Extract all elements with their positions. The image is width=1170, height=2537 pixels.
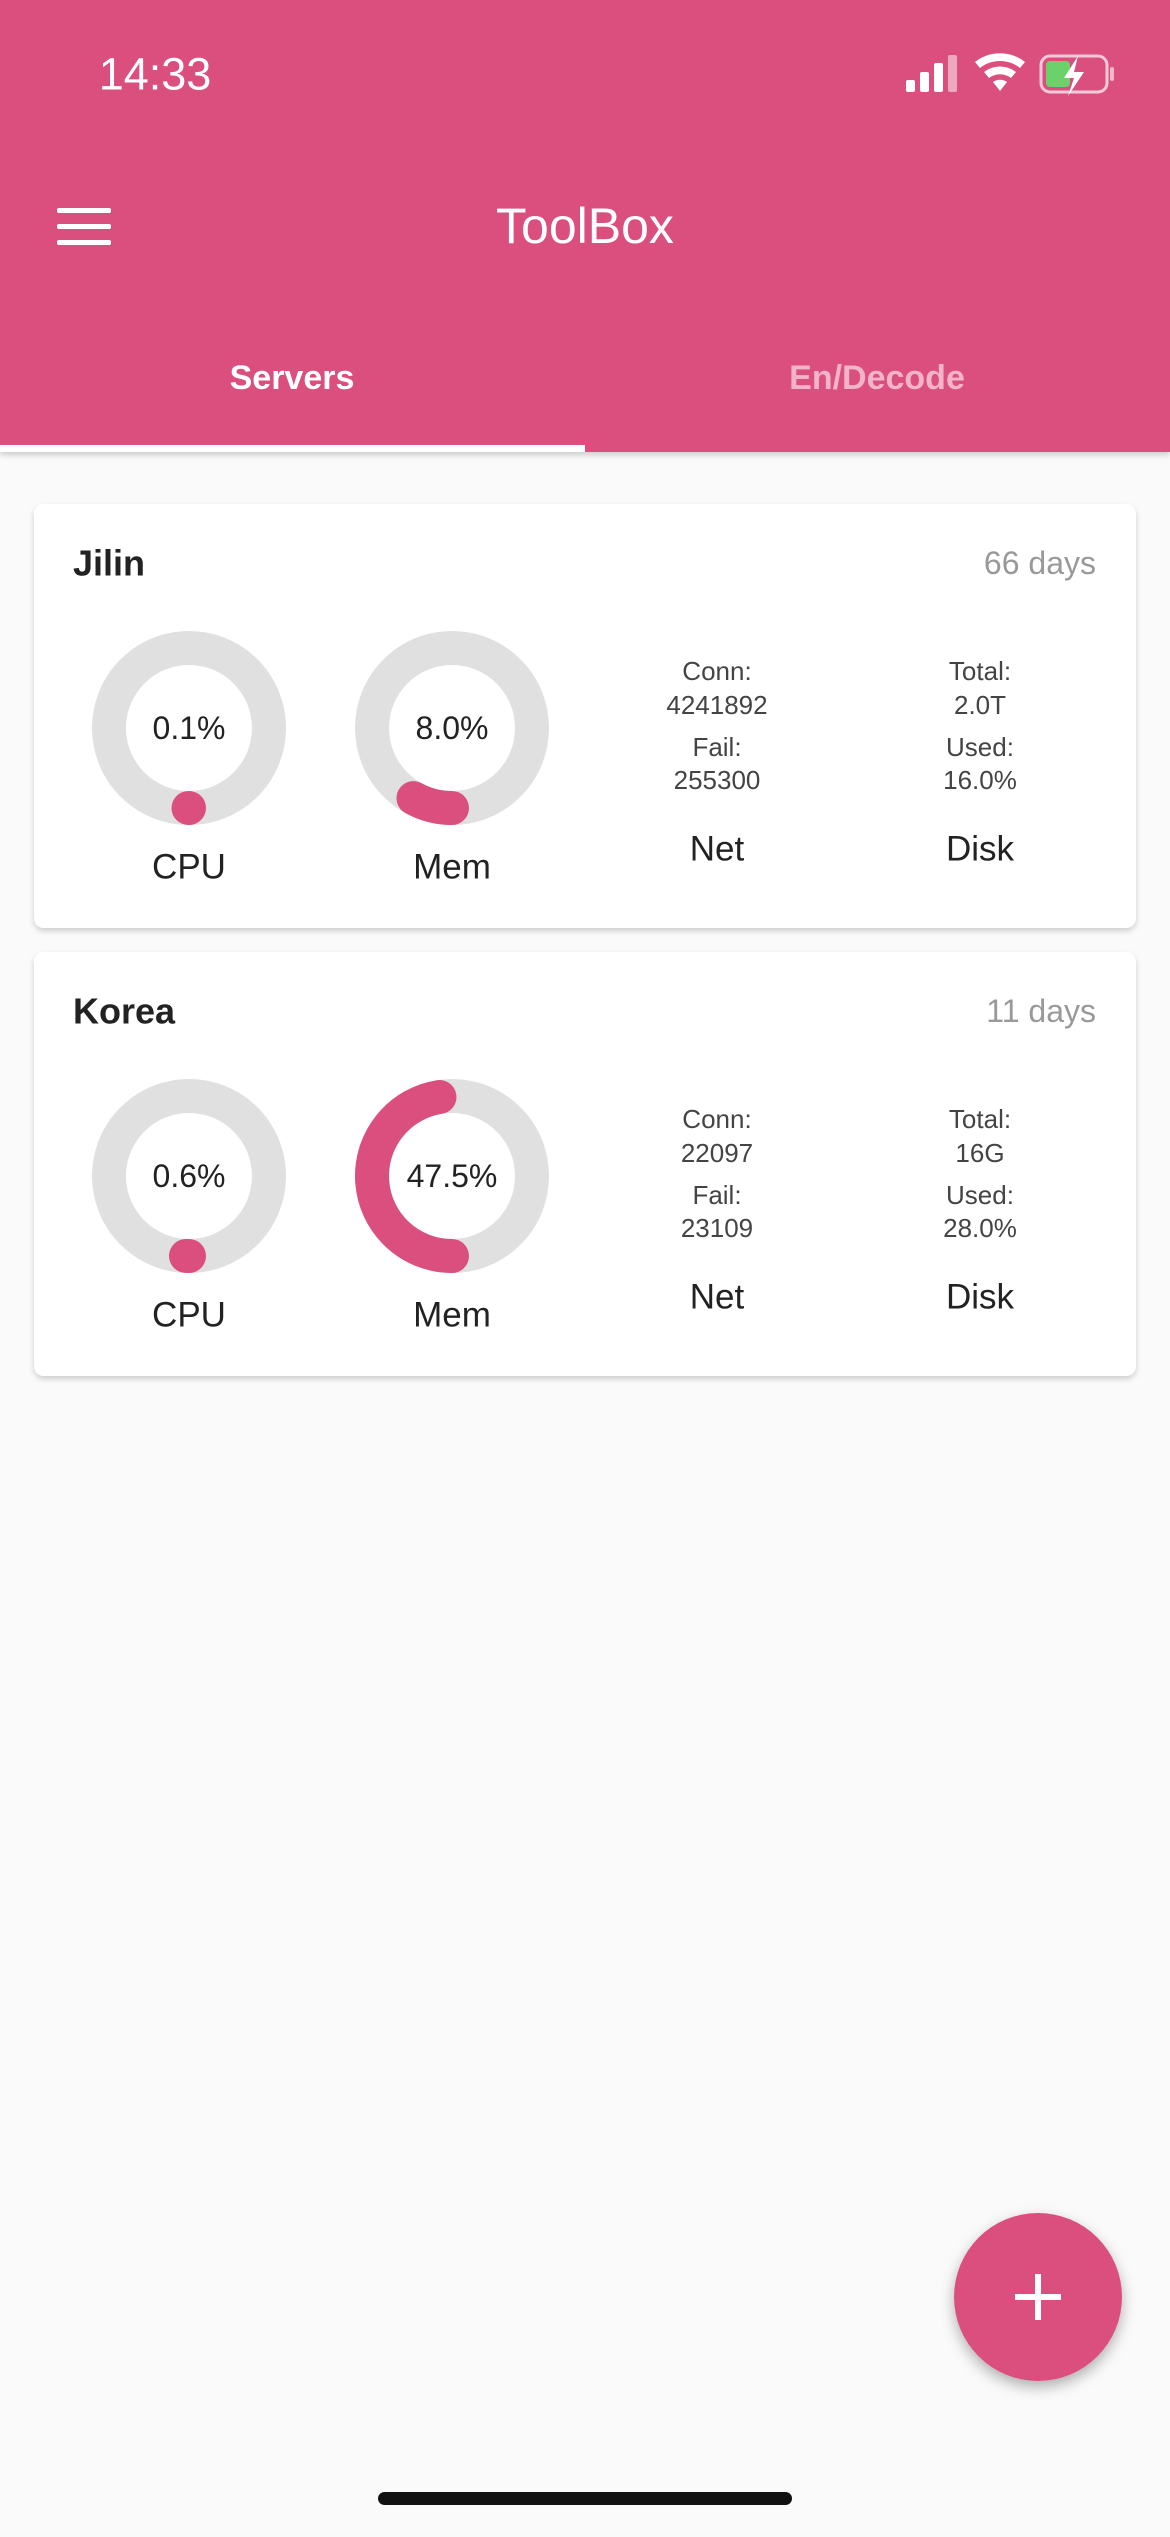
server-name: Korea (73, 991, 176, 1032)
server-list: Jilin 66 days 0.1% CPU 8.0% Mem Conn: 4241892 Fa… (34, 504, 1136, 1376)
uptime: 66 days (984, 545, 1096, 581)
home-indicator (378, 2492, 792, 2505)
stat-title: Net (690, 1278, 745, 1317)
stat-value: 22097 (681, 1138, 753, 1168)
add-button[interactable] (954, 2213, 1122, 2381)
stat-label: Fail: (692, 1180, 741, 1210)
stat-title: Disk (946, 1278, 1015, 1317)
stat-value: 23109 (681, 1213, 753, 1243)
gauge-label: Mem (413, 1296, 491, 1335)
stat-label: Conn: (682, 1104, 751, 1134)
stat-label: Total: (949, 656, 1011, 686)
gauge-label: Mem (413, 848, 491, 887)
stat-label: Fail: (692, 732, 741, 762)
stat-value: 2.0T (954, 690, 1006, 720)
status-time: 14:33 (99, 49, 212, 100)
gauge-value: 8.0% (416, 710, 489, 746)
stat-title: Net (690, 830, 745, 869)
stat-label: Conn: (682, 656, 751, 686)
gauge-label: CPU (152, 1296, 226, 1335)
stat-value: 28.0% (943, 1213, 1017, 1243)
gauge-label: CPU (152, 848, 226, 887)
tab-indicator (0, 445, 585, 452)
tab[interactable]: En/Decode (789, 359, 965, 397)
stat-value: 255300 (674, 765, 761, 795)
gauge-arc (413, 798, 452, 808)
stat-value: 16G (955, 1138, 1004, 1168)
gauge-value: 0.6% (153, 1158, 226, 1194)
tab[interactable]: Servers (230, 359, 355, 397)
stat-label: Total: (949, 1104, 1011, 1134)
stat-value: 16.0% (943, 765, 1017, 795)
stat-label: Used: (946, 732, 1014, 762)
stat-label: Used: (946, 1180, 1014, 1210)
app-title: ToolBox (496, 198, 674, 254)
server-name: Jilin (73, 543, 145, 584)
gauge-value: 47.5% (407, 1158, 498, 1194)
stat-value: 4241892 (666, 690, 767, 720)
gauge-value: 0.1% (153, 710, 226, 746)
uptime: 11 days (986, 993, 1096, 1029)
stat-title: Disk (946, 830, 1015, 869)
